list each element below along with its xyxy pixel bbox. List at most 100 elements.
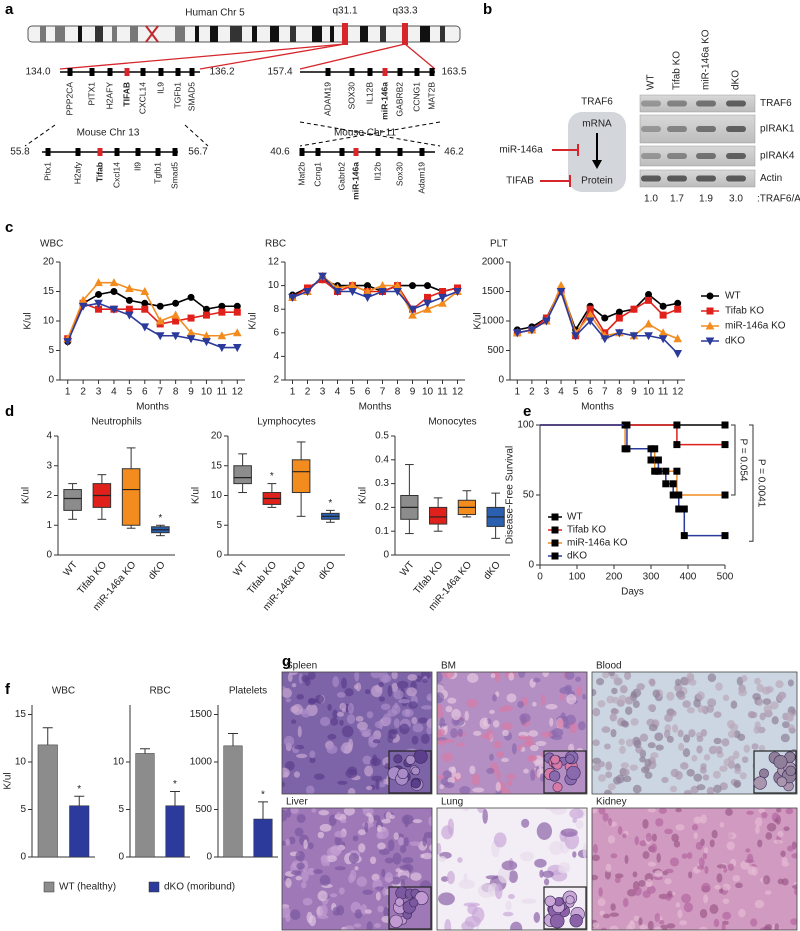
bar xyxy=(135,753,155,858)
marker xyxy=(721,441,729,449)
bar xyxy=(253,818,273,858)
tissue-texture xyxy=(399,723,410,735)
pathway-protein: Protein xyxy=(581,176,613,187)
tissue-texture xyxy=(358,843,366,853)
marker xyxy=(659,311,667,319)
tissue-texture xyxy=(458,879,475,890)
blot-band xyxy=(726,153,746,159)
marker xyxy=(600,335,610,344)
tissue-texture xyxy=(600,927,607,930)
tissue-texture xyxy=(285,761,295,771)
tissue-texture xyxy=(306,911,313,924)
region-start: 40.6 xyxy=(270,147,290,158)
tissue-texture xyxy=(406,687,417,697)
row-label: pIRAK4 xyxy=(760,151,795,162)
zoom-line xyxy=(299,43,406,70)
gene-marker xyxy=(375,148,381,156)
pathway-mrna: mRNA xyxy=(582,119,612,130)
region-start: 55.8 xyxy=(10,147,30,158)
tissue-texture xyxy=(654,912,661,923)
ratio: 3.0 xyxy=(729,194,743,205)
x-tick-label: 6 xyxy=(365,387,371,398)
band-marker xyxy=(342,23,348,45)
tissue-texture xyxy=(343,808,355,816)
tissue-texture xyxy=(624,854,629,865)
tissue-texture xyxy=(667,710,677,717)
x-tick-label: 5 xyxy=(573,387,579,398)
gene-marker xyxy=(382,68,388,76)
tissue-texture xyxy=(336,711,344,717)
tissue-texture xyxy=(420,733,430,744)
zoom-line xyxy=(59,43,346,70)
blot-band xyxy=(641,126,661,132)
tissue-texture xyxy=(695,841,703,850)
tissue-texture xyxy=(738,689,748,697)
tissue-texture xyxy=(282,781,286,788)
tissue-texture xyxy=(658,919,665,925)
x-tick-label: WT xyxy=(398,560,416,579)
chart-title: WBC xyxy=(40,239,63,250)
ratio-label: :TRAF6/Actin xyxy=(757,194,800,205)
tissue-texture xyxy=(743,744,751,753)
gene-marker xyxy=(135,148,141,156)
marker xyxy=(94,299,103,308)
tissue-texture xyxy=(463,808,469,812)
y-tick-label: 0.2 xyxy=(375,502,389,513)
tissue-texture xyxy=(366,785,373,791)
tissue-texture xyxy=(654,926,663,930)
tissue-texture xyxy=(372,754,378,766)
tissue-texture xyxy=(294,827,304,837)
marker xyxy=(674,305,682,313)
y-tick-label: 0 xyxy=(20,852,26,863)
blot-band xyxy=(667,100,687,107)
x-tick-label: 400 xyxy=(680,572,697,583)
marker xyxy=(647,445,655,453)
x-tick-label: 2 xyxy=(529,387,535,398)
x-tick-label: 500 xyxy=(717,572,734,583)
tissue-texture xyxy=(639,924,648,930)
y-tick-label: 50 xyxy=(523,490,535,501)
tissue-texture xyxy=(364,765,374,777)
tissue-texture xyxy=(344,688,354,697)
tissue-texture xyxy=(719,888,724,894)
tissue-texture xyxy=(348,874,354,884)
chromosome-band xyxy=(195,26,199,42)
tissue-texture xyxy=(317,831,325,839)
tissue-texture xyxy=(352,835,359,842)
tissue-texture xyxy=(629,764,639,771)
tissue-texture xyxy=(669,785,678,793)
y-tick-label: 5 xyxy=(216,520,222,531)
chromosome-band xyxy=(95,26,103,42)
tissue-texture xyxy=(707,698,717,707)
tissue-texture xyxy=(775,680,784,688)
tissue-texture xyxy=(715,682,723,691)
marker xyxy=(202,305,210,313)
tissue-texture xyxy=(399,875,408,881)
marker xyxy=(615,308,623,316)
band-label: q33.3 xyxy=(392,6,417,17)
x-tick-label: WT xyxy=(62,560,80,579)
marker xyxy=(141,305,149,313)
x-axis-label: Months xyxy=(136,402,169,413)
tissue-texture xyxy=(713,711,722,718)
gene-marker xyxy=(158,68,164,76)
tissue-texture xyxy=(447,777,456,784)
y-tick-label: 6 xyxy=(273,327,279,338)
tissue-texture xyxy=(507,894,515,900)
tissue-texture xyxy=(727,730,736,738)
legend-label: WT xyxy=(725,291,741,302)
chromosome-band xyxy=(175,26,185,42)
tissue-texture xyxy=(633,739,642,749)
tissue-texture xyxy=(648,724,658,732)
tissue-texture xyxy=(785,808,794,815)
tissue-texture xyxy=(437,774,445,780)
x-tick-label: 7 xyxy=(602,387,608,398)
blot-band xyxy=(641,100,661,107)
tissue-texture xyxy=(287,672,293,682)
tissue-texture xyxy=(681,853,688,859)
tissue-texture xyxy=(614,876,621,884)
x-tick-label: 4 xyxy=(558,387,564,398)
tissue-texture xyxy=(730,700,738,709)
gene-marker xyxy=(175,68,181,76)
tissue-texture xyxy=(691,755,698,762)
